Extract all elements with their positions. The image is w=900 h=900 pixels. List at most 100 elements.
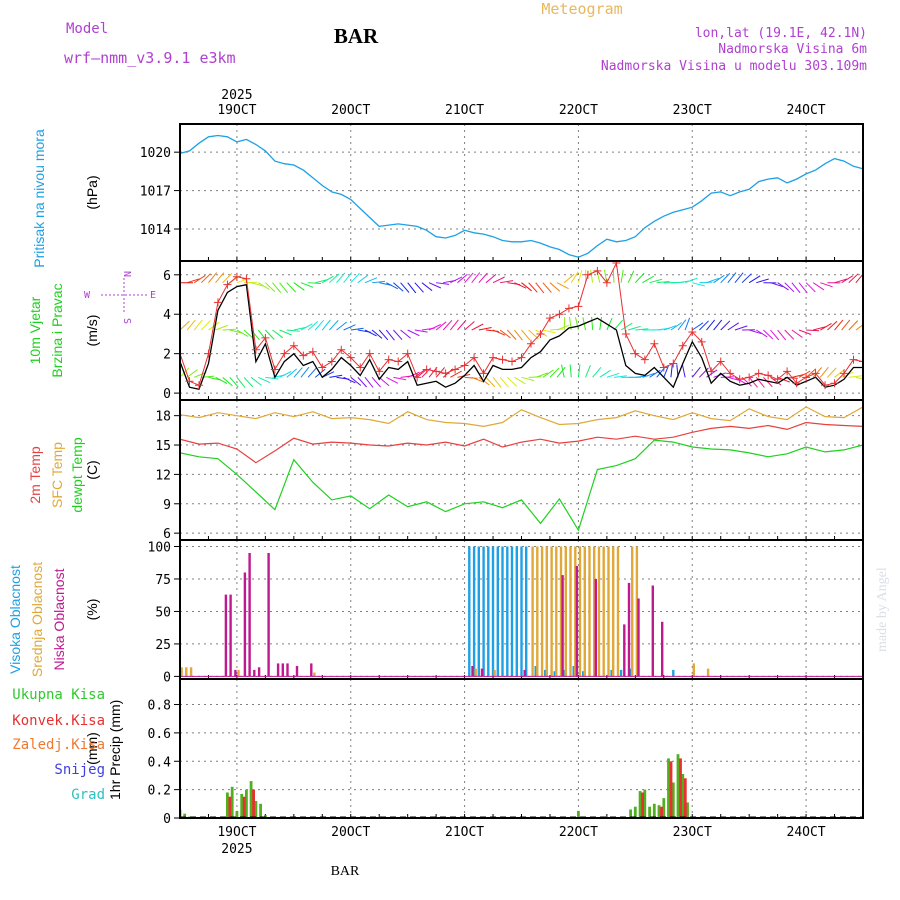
wind-barb-1-870 — [591, 316, 594, 331]
wind-barb-1-390 — [364, 329, 377, 337]
wind-barb-0-525 — [428, 282, 442, 289]
panel-wind: 0 2 4 6 N S W E (m/s) 10m Vjetar Brzina i Pravac — [27, 260, 864, 402]
wind-barb-2-1155 — [727, 376, 741, 382]
wind-barb-1-495 — [414, 329, 428, 333]
wind-barb-1-780 — [549, 328, 563, 331]
wind-barb-2-915 — [613, 375, 627, 378]
precip-bar-total-8 — [249, 781, 253, 818]
cloud-bar-low-14 — [480, 668, 484, 677]
wind-barb-2-1170 — [734, 376, 747, 385]
wind-barb-1-540 — [435, 321, 447, 331]
wind-barb-2-30 — [194, 371, 207, 378]
wind-barb-1-15 — [186, 319, 196, 331]
plot-area-pressure — [180, 134, 863, 258]
wind-barb-1-1035 — [670, 322, 682, 331]
wind-barb-0-675 — [500, 280, 514, 284]
unit-label-precip: (mm) — [84, 732, 100, 765]
wind-barb-2-210 — [279, 371, 292, 378]
ytick-label-temperature-2: 12 — [155, 468, 171, 483]
cloud-bar-high-9 — [510, 546, 514, 677]
wind-barb-0-210 — [279, 282, 289, 294]
wind-barb-0-1380 — [834, 278, 848, 284]
gust-marker-46 — [612, 261, 621, 267]
wind-barb-2-1350 — [819, 366, 829, 378]
gust-marker-23 — [394, 357, 403, 366]
wind-barb-1-1335 — [813, 326, 826, 331]
top-date-label-23oct: 23OCT — [673, 103, 712, 118]
wind-barb-0-1155 — [727, 272, 737, 284]
cloud-bar-mid-19 — [588, 546, 591, 677]
gust-marker-22 — [384, 355, 393, 364]
cloud-bar-mid-3 — [237, 669, 240, 677]
ytick-label-clouds-0: 0 — [163, 670, 171, 685]
precip-bar-convective-4 — [660, 806, 663, 818]
gust-marker-0 — [180, 349, 184, 358]
wind-barb-1-1305 — [798, 329, 812, 335]
cloud-bar-mid-7 — [531, 546, 534, 677]
gust-marker-31 — [470, 353, 479, 362]
cloud-bar-low-13 — [471, 666, 474, 677]
ytick-label-wind-1: 2 — [163, 348, 171, 363]
wind-barb-2-1080 — [691, 366, 701, 378]
cloud-bar-high-0 — [468, 546, 471, 677]
wind-barb-0-1350 — [820, 282, 833, 288]
cloud-bar-low-21 — [637, 598, 640, 677]
elevation-readout: Nadmorska Visina 6m — [718, 42, 867, 57]
cloud-bar-mid-23 — [607, 546, 610, 677]
wind-barb-2-690 — [506, 376, 518, 387]
wind-barb-1-600 — [464, 321, 475, 331]
wind-barb-1-1245 — [770, 329, 780, 341]
wind-barb-0-165 — [257, 282, 270, 290]
gust-marker-63 — [773, 375, 782, 384]
wind-barb-2-1440 — [862, 377, 863, 378]
cloud-bar-mid-5 — [474, 668, 477, 677]
wind-barb-0-870 — [590, 269, 594, 283]
precip-bar-total-15 — [638, 791, 642, 818]
precip-legend-2: Zaledj.Kisa — [12, 737, 105, 753]
gust-marker-7 — [242, 274, 251, 283]
wind-barb-2-765 — [542, 369, 554, 378]
ytick-label-temperature-1: 9 — [163, 498, 171, 513]
wind-barb-2-1410 — [848, 375, 862, 378]
wind-barb-0-1320 — [805, 282, 816, 293]
gust-marker-3 — [204, 349, 213, 358]
wind-barb-0-1275 — [784, 282, 795, 293]
cloud-bar-high-18 — [582, 671, 585, 677]
precip-bar-total-23 — [676, 754, 680, 818]
lonlat-readout: lon,lat (19.1E, 42.1N) — [695, 26, 867, 41]
wind-barb-1-105 — [229, 329, 243, 334]
cloud-bar-high-19 — [610, 669, 613, 677]
wind-barb-2-90 — [222, 376, 233, 387]
wind-barb-2-1140 — [720, 376, 734, 378]
gust-marker-56 — [707, 367, 716, 376]
unit-label-pressure: (hPa) — [84, 175, 100, 209]
cloud-bar-low-18 — [594, 579, 597, 677]
wind-barb-0-180 — [265, 282, 276, 292]
gust-marker-9 — [261, 333, 270, 342]
cloud-bar-low-23 — [661, 621, 664, 677]
cloud-bar-high-21 — [629, 668, 632, 677]
gust-marker-24 — [403, 349, 412, 358]
cloud-bar-mid-1 — [185, 667, 188, 677]
ylabel-precip: 1hr Precip (mm) — [107, 700, 123, 800]
precip-bar-total-3 — [226, 792, 229, 818]
wind-barb-1-525 — [428, 324, 442, 331]
ytick-label-temperature-0: 6 — [163, 527, 171, 542]
wind-barb-0-255 — [300, 282, 314, 288]
credit-watermark: made by Angel — [875, 567, 890, 652]
frame-pressure — [179, 123, 864, 262]
precip-bar-total-4 — [230, 786, 234, 818]
wind-barb-1-345 — [343, 324, 356, 331]
wind-barb-2-795 — [556, 366, 566, 378]
wind-barb-0-510 — [421, 282, 433, 292]
wind-barb-0-45 — [200, 273, 211, 284]
wind-barb-0-405 — [372, 280, 386, 284]
ytick-label-precip-4: 0.8 — [148, 699, 171, 714]
gust-marker-53 — [678, 341, 687, 350]
wind-barb-0-270 — [308, 282, 322, 284]
wind-barb-0-150 — [251, 282, 264, 287]
dewpt-line — [180, 439, 863, 532]
precip-bar-convective-2 — [252, 789, 255, 818]
cloud-bar-high-8 — [506, 546, 509, 677]
